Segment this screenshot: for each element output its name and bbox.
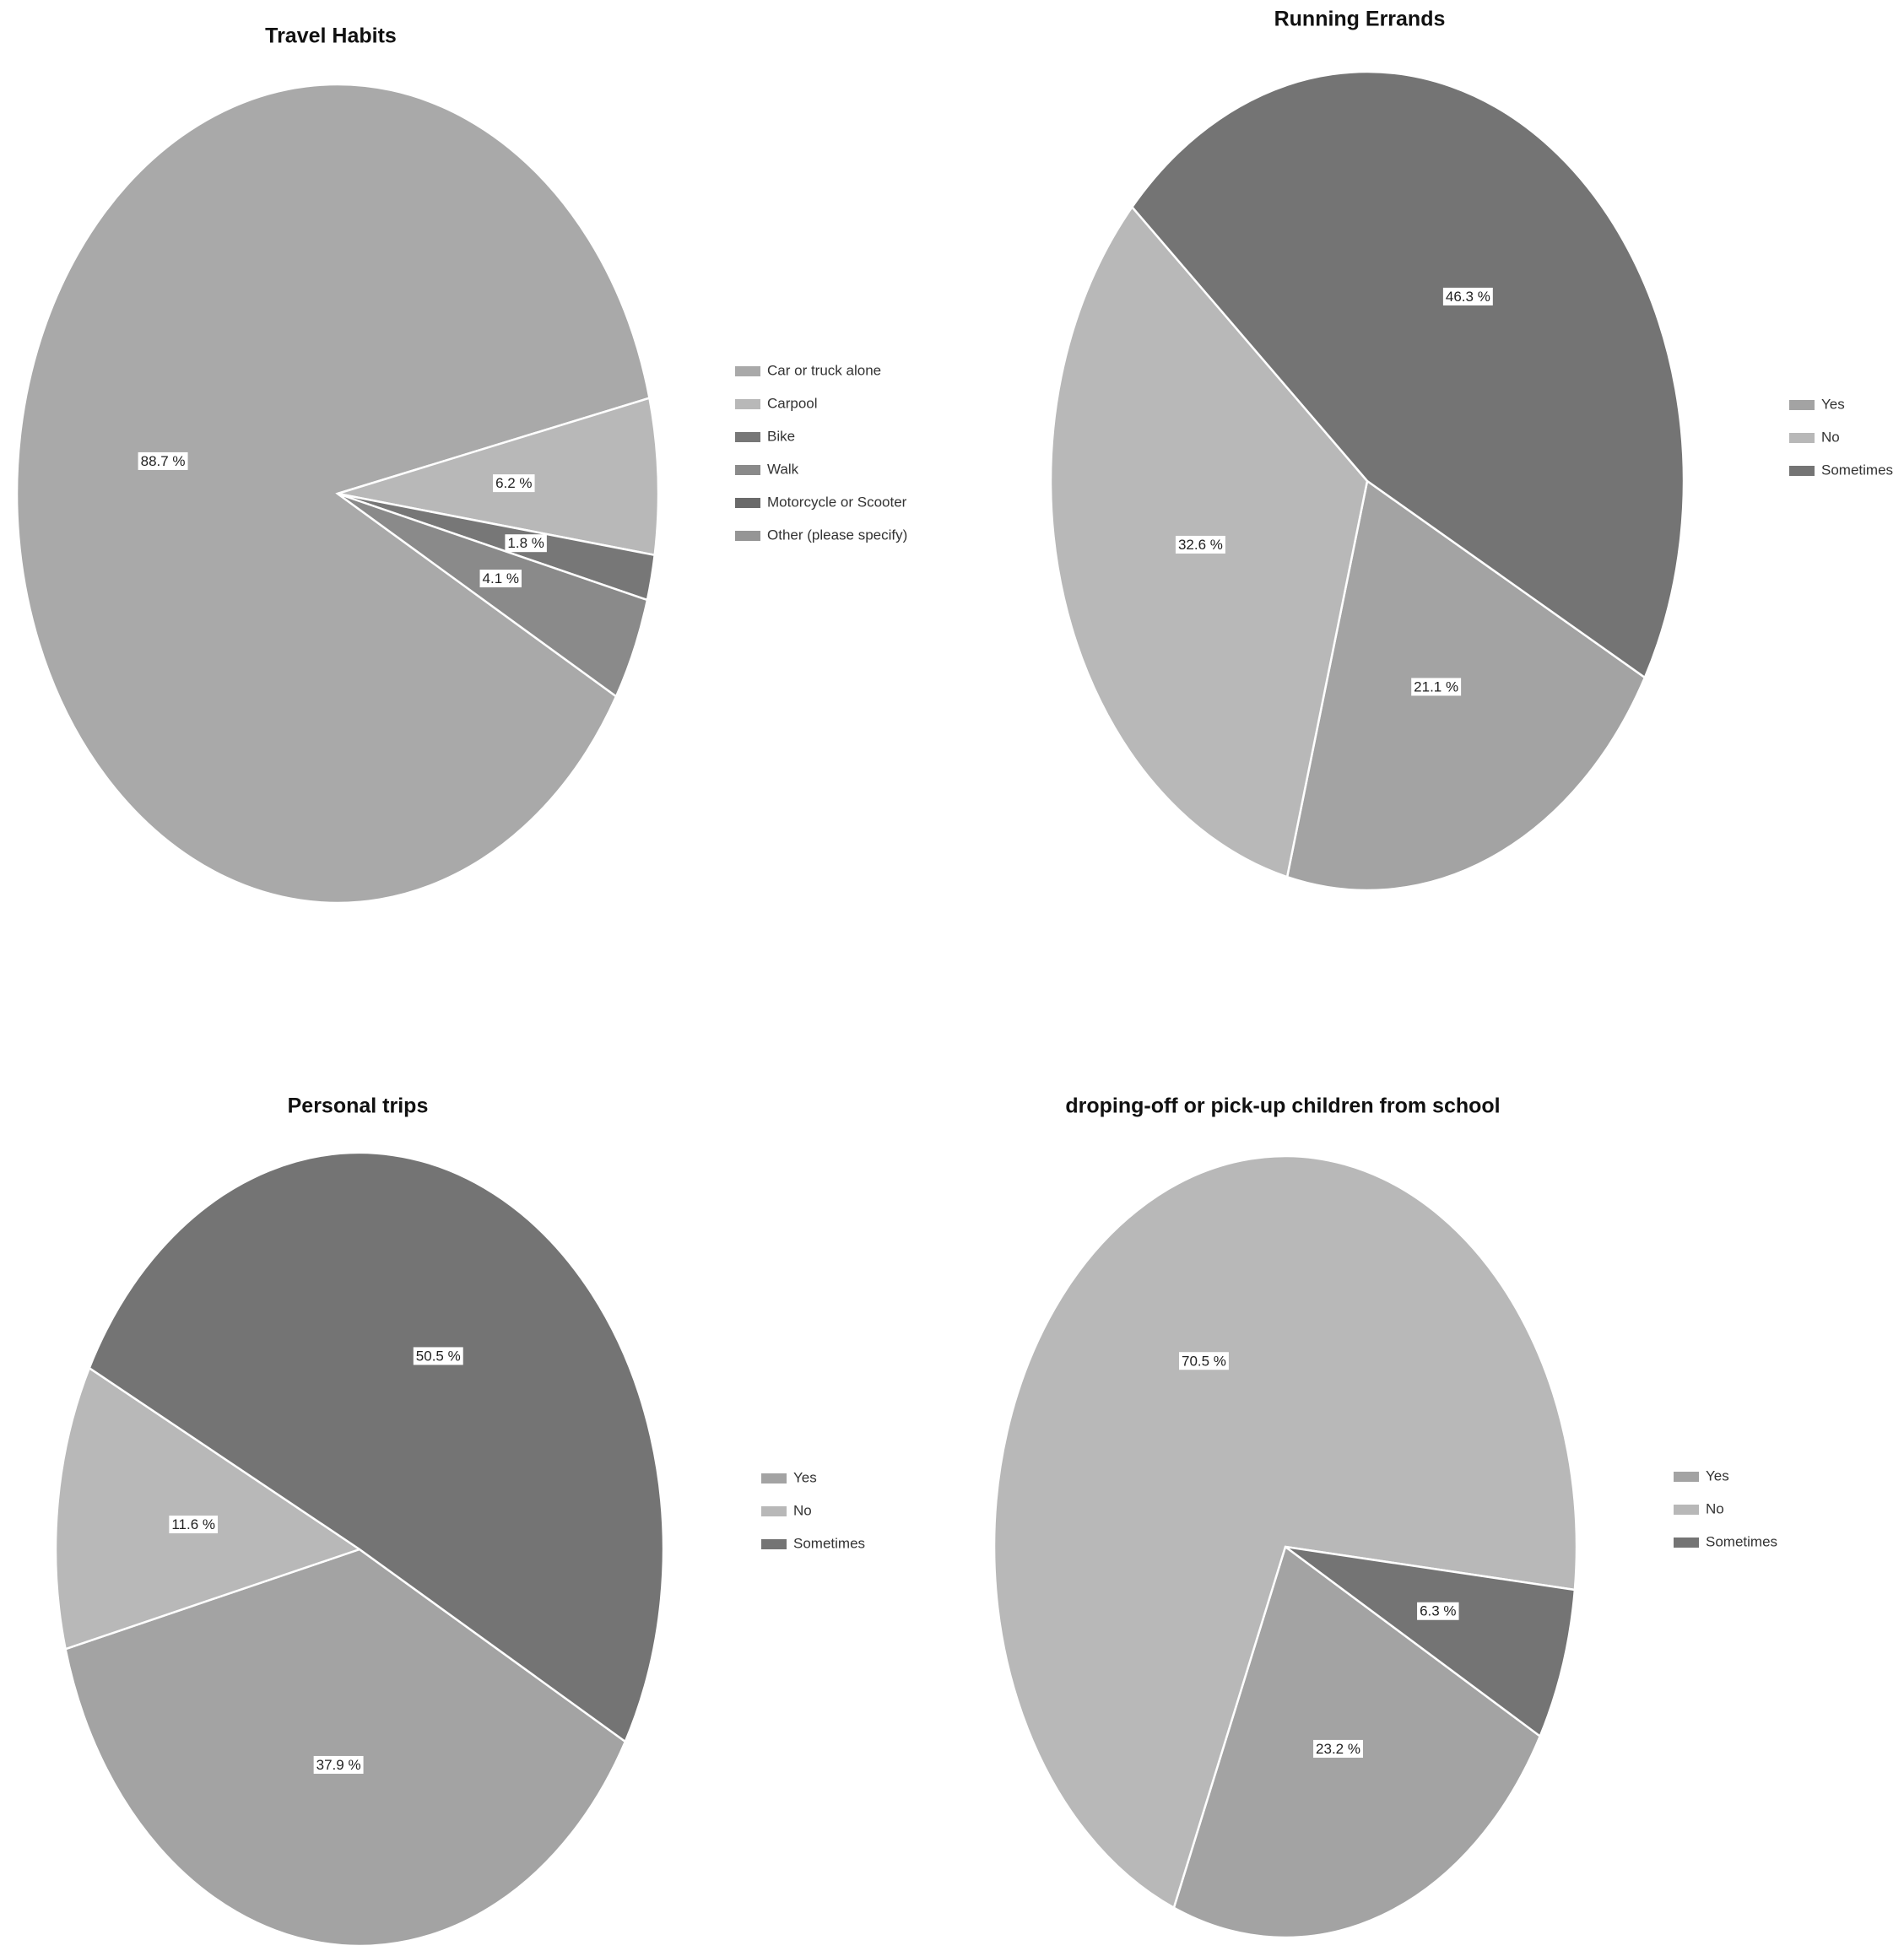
value-label: 37.9 % (316, 1757, 361, 1773)
legend-swatch (1674, 1538, 1699, 1548)
value-label: 1.8 % (507, 535, 544, 551)
value-label-bg (505, 534, 547, 553)
value-label: 32.6 % (1178, 537, 1223, 553)
legend-label: Yes (793, 1469, 817, 1485)
value-label-bg (1313, 1739, 1363, 1758)
legend-swatch (735, 432, 760, 442)
value-label-bg (313, 1755, 364, 1774)
legend-swatch (1789, 400, 1815, 410)
legend-swatch (735, 531, 760, 541)
value-label: 46.3 % (1446, 289, 1490, 305)
pie-slice (15, 83, 651, 905)
legend-label: Yes (1821, 396, 1845, 412)
value-label-bg (413, 1347, 463, 1365)
chart-title: Personal trips (288, 1094, 429, 1118)
value-label: 4.1 % (483, 570, 519, 586)
value-label-bg (169, 1516, 219, 1534)
pie-slice (1285, 1545, 1577, 1738)
legend-swatch (1674, 1505, 1699, 1515)
value-label: 21.1 % (1414, 678, 1458, 694)
legend-label: No (793, 1502, 812, 1518)
value-label-bg (1417, 1602, 1459, 1620)
value-label: 11.6 % (171, 1516, 215, 1532)
pie-slice (1130, 70, 1685, 679)
chart-title: Running Errands (1274, 8, 1446, 31)
value-label-bg (1175, 535, 1225, 554)
legend-swatch (1674, 1472, 1699, 1482)
legend-swatch (1789, 433, 1815, 443)
value-label: 23.2 % (1316, 1741, 1360, 1757)
value-label: 88.7 % (141, 453, 186, 469)
legend-swatch (761, 1473, 787, 1484)
value-label: 6.3 % (1420, 1603, 1456, 1619)
legend-label: Other (please specify) (767, 527, 907, 543)
legend-label: Bike (767, 428, 795, 444)
value-label: 70.5 % (1182, 1353, 1226, 1369)
legend-swatch (735, 498, 760, 508)
value-label-bg (1442, 287, 1493, 305)
legend-swatch (735, 366, 760, 376)
value-label-bg (138, 451, 188, 470)
legend-label: Sometimes (793, 1535, 865, 1551)
legend-swatch (735, 399, 760, 409)
pie-slice (1285, 478, 1647, 892)
legend-label: Sometimes (1706, 1533, 1777, 1549)
value-label-bg (479, 570, 522, 588)
legend-label: No (1706, 1500, 1724, 1516)
value-label: 50.5 % (416, 1348, 461, 1364)
legend-label: Yes (1706, 1467, 1729, 1484)
value-label: 6.2 % (495, 475, 532, 491)
pie-slice (64, 1548, 627, 1948)
value-label-bg (493, 474, 535, 493)
value-label-bg (1178, 1352, 1229, 1370)
chart-title: droping-off or pick-up children from sch… (1065, 1094, 1500, 1118)
chart-title: Travel Habits (265, 24, 397, 48)
pie-slice (88, 1151, 665, 1743)
legend-label: Walk (767, 461, 799, 477)
value-label-bg (1411, 678, 1462, 696)
legend-label: Motorcycle or Scooter (767, 494, 907, 510)
pie-slice (993, 1154, 1578, 1910)
legend-label: No (1821, 429, 1840, 445)
legend-swatch (1789, 466, 1815, 476)
pie-slice (54, 1366, 362, 1651)
legend-label: Carpool (767, 395, 818, 411)
legend-label: Car or truck alone (767, 362, 881, 378)
legend-swatch (761, 1506, 787, 1516)
legend-swatch (735, 465, 760, 475)
legend-swatch (761, 1539, 787, 1549)
pie-slice (337, 492, 649, 699)
legend-label: Sometimes (1821, 462, 1893, 478)
